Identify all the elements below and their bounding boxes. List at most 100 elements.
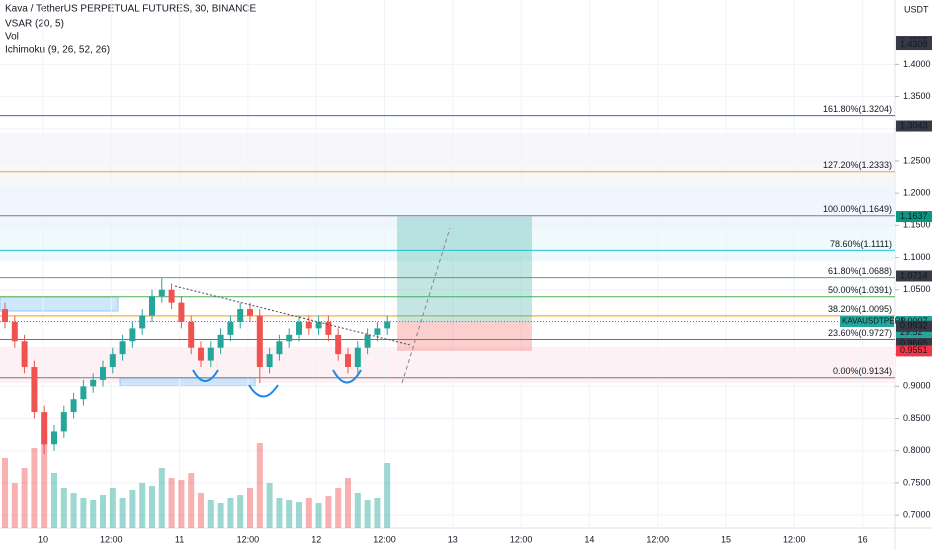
- volume-bar: [149, 486, 155, 528]
- volume-bar: [286, 500, 293, 528]
- volume-bar: [90, 500, 97, 528]
- indicator-label: VSAR (20, 5): [5, 19, 64, 30]
- volume-bar: [109, 488, 116, 528]
- x-tick-label: 12: [311, 534, 321, 544]
- volume-bar: [158, 468, 165, 528]
- y-tick-label: 1.3500: [903, 91, 931, 101]
- price-badge: [896, 120, 932, 132]
- y-tick-label: 1.0500: [903, 284, 931, 294]
- candle-body: [100, 367, 106, 380]
- y-tick-label: 0.9000: [903, 381, 931, 391]
- candle-body: [198, 347, 204, 361]
- fib-zone: [0, 133, 895, 187]
- candle-body: [119, 341, 126, 355]
- candle-body: [256, 315, 263, 368]
- x-tick-label: 12:00: [100, 534, 123, 544]
- candle-body: [217, 334, 224, 348]
- x-tick-label: 14: [584, 534, 594, 544]
- candle-body: [149, 296, 155, 316]
- candle-body: [51, 431, 57, 445]
- volume-bar: [374, 498, 381, 528]
- fib-zone: [0, 187, 895, 228]
- candle-body: [237, 309, 244, 322]
- candle-body: [354, 347, 361, 368]
- price-badge: [896, 270, 932, 282]
- candle-body: [315, 321, 322, 329]
- fib-label: 50.00%(1.0391): [828, 285, 892, 295]
- axis-unit: USDT: [904, 4, 929, 14]
- y-tick-label: 1.2500: [903, 155, 931, 165]
- x-tick-label: 15: [721, 534, 731, 544]
- x-tick-label: 13: [448, 534, 458, 544]
- candle-body: [266, 354, 273, 368]
- price-badge-label: 1.4308: [900, 39, 928, 49]
- fib-label: 161.80%(1.3204): [823, 104, 892, 114]
- volume-bar: [60, 488, 67, 528]
- fib-zone: [0, 347, 895, 383]
- indicator-label: Vol: [5, 32, 19, 43]
- price-badge-label: 0.9665: [900, 338, 928, 348]
- candle-body: [276, 341, 283, 355]
- volume-bar: [305, 498, 312, 528]
- candle-body: [296, 321, 302, 335]
- trend-line: [174, 285, 411, 346]
- x-tick-label: 16: [858, 534, 868, 544]
- volume-bar: [51, 473, 57, 528]
- volume-bar: [325, 496, 332, 528]
- candle-body: [168, 289, 175, 303]
- x-tick-label: 12:00: [510, 534, 533, 544]
- volume-bar: [247, 488, 253, 528]
- fib-label: 78.60%(1.1111): [830, 239, 892, 249]
- zone-box: [0, 296, 119, 312]
- volume-bar: [227, 498, 234, 528]
- price-badge-label: 0.9551: [900, 345, 928, 355]
- candle-body: [325, 321, 332, 335]
- x-tick-label: 12:00: [373, 534, 396, 544]
- candle-body: [374, 328, 381, 335]
- fib-zone: [0, 228, 895, 261]
- candle-body: [80, 386, 87, 400]
- candle-body: [139, 315, 146, 329]
- target-zone: [397, 216, 532, 322]
- y-tick-label: 1.4000: [903, 59, 931, 69]
- volume-bar: [31, 448, 38, 528]
- y-tick-label: 0.8500: [903, 413, 931, 423]
- volume-bar: [384, 463, 391, 528]
- fib-label: 100.00%(1.1649): [823, 204, 892, 214]
- candle-body: [178, 302, 185, 322]
- price-badge: [896, 320, 932, 332]
- candle-body: [11, 321, 18, 342]
- y-tick-label: 0.7500: [903, 477, 931, 487]
- price-badge: [896, 211, 932, 223]
- volume-bar: [345, 478, 351, 528]
- candle-body: [364, 334, 371, 348]
- volume-bar: [139, 483, 146, 528]
- volume-bar: [276, 498, 283, 528]
- candle-body: [158, 289, 165, 297]
- x-tick-label: 12:00: [783, 534, 806, 544]
- y-tick-label: 0.8000: [903, 445, 931, 455]
- fib-label: 61.80%(1.0688): [828, 266, 892, 276]
- candle-body: [60, 412, 67, 432]
- zone-box: [119, 377, 256, 387]
- symbol-label: KAVAUSDTPERP: [842, 317, 906, 326]
- candle-body: [345, 354, 351, 368]
- price-badge-label: 0.9932: [900, 321, 928, 331]
- volume-bar: [178, 480, 185, 528]
- candle-body: [384, 321, 391, 329]
- volume-bar: [100, 495, 106, 528]
- candle-body: [129, 328, 136, 342]
- volume-bar: [168, 478, 175, 528]
- candle-body: [41, 412, 48, 445]
- projection-line: [401, 227, 451, 384]
- candle-body: [207, 347, 214, 361]
- candle-body: [227, 321, 234, 335]
- volume-bar: [188, 473, 195, 528]
- volume-bar: [129, 490, 136, 528]
- price-badge: [896, 39, 932, 51]
- volume-bar: [354, 493, 361, 528]
- price-badge-label: 1.0714: [900, 270, 928, 280]
- candle-body: [21, 341, 28, 368]
